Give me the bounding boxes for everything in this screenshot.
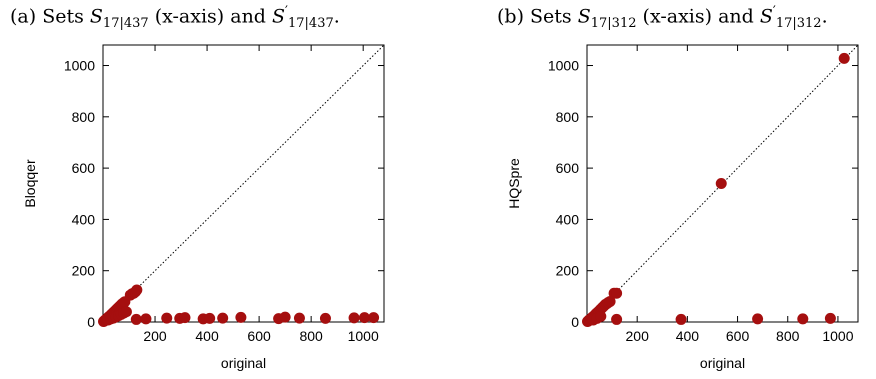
x-tick-label: 400	[676, 328, 700, 344]
chart-0: 200 400 600 800 1000 0 200 400 600 800 1000 origina…	[22, 45, 384, 371]
y-axis-label: HQSpre	[506, 158, 522, 209]
y-tick-label: 800	[556, 109, 580, 125]
data-point	[839, 53, 850, 64]
x-tick-label: 600	[247, 328, 271, 344]
data-point	[204, 313, 215, 324]
data-point	[368, 312, 379, 323]
data-point	[349, 312, 360, 323]
data-point	[140, 313, 151, 324]
x-tick-label: 1000	[348, 328, 379, 344]
y-tick-label: 200	[72, 263, 96, 279]
y-tick-label: 400	[556, 211, 580, 227]
y-tick-label: 1000	[64, 58, 95, 74]
data-point	[611, 288, 622, 299]
x-tick-label: 800	[776, 328, 800, 344]
x-tick-label: 600	[726, 328, 750, 344]
y-tick-label: 400	[72, 211, 96, 227]
y-tick-label: 200	[556, 263, 580, 279]
data-point	[131, 284, 142, 295]
diagonal-line	[103, 45, 384, 322]
data-point	[595, 311, 606, 322]
x-tick-label: 1000	[822, 328, 853, 344]
x-axis-label: original	[700, 355, 745, 371]
y-tick-label: 600	[72, 160, 96, 176]
y-tick-label: 0	[571, 314, 579, 330]
data-point	[235, 312, 246, 323]
y-tick-label: 800	[72, 109, 96, 125]
y-tick-label: 1000	[548, 58, 579, 74]
x-tick-label: 400	[195, 328, 219, 344]
data-point	[131, 314, 142, 325]
y-axis-label: Bloqqer	[22, 159, 38, 208]
x-tick-label: 800	[299, 328, 323, 344]
data-point	[320, 313, 331, 324]
x-tick-label: 200	[626, 328, 650, 344]
y-tick-label: 600	[556, 160, 580, 176]
data-point	[121, 306, 132, 317]
data-point	[825, 313, 836, 324]
data-point	[161, 313, 172, 324]
data-point	[294, 313, 305, 324]
data-point	[676, 314, 687, 325]
chart-1: 200 400 600 800 1000 0 200 400 600 800 1000 origina…	[506, 45, 858, 371]
data-point	[217, 313, 228, 324]
data-point	[611, 314, 622, 325]
data-point	[752, 313, 763, 324]
data-point	[716, 178, 727, 189]
data-point	[280, 312, 291, 323]
x-axis-label: original	[221, 355, 266, 371]
data-point	[797, 313, 808, 324]
x-tick-label: 200	[143, 328, 167, 344]
y-tick-label: 0	[87, 314, 95, 330]
data-point	[179, 312, 190, 323]
